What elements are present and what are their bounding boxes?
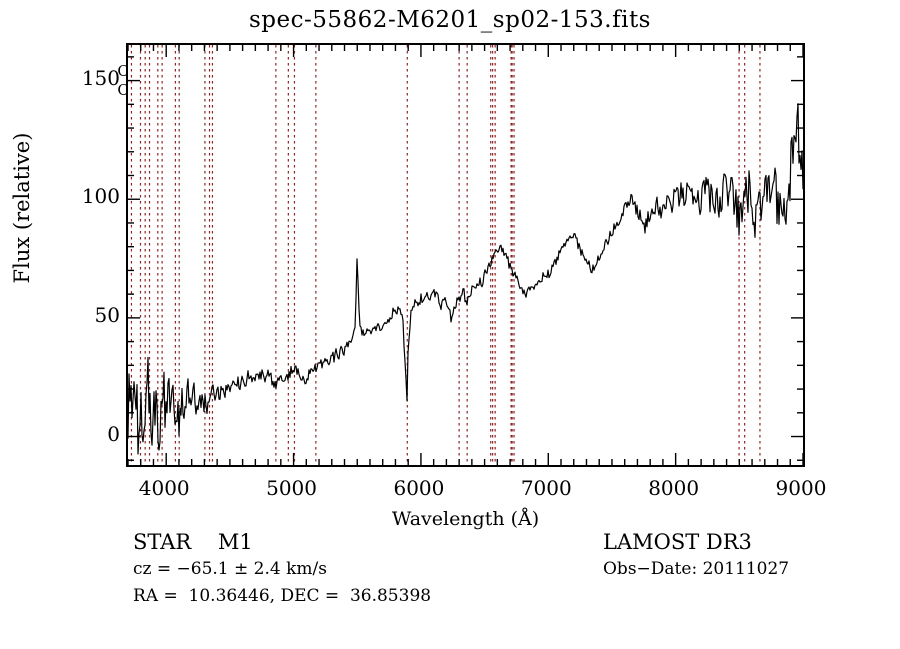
y-tick-labels: 0 50 100 150	[56, 0, 120, 649]
y-tick-label: 0	[107, 421, 120, 446]
footer-left-block: STAR M1 cz = −65.1 ± 2.4 km/s RA = 10.36…	[133, 528, 431, 610]
x-tick-label: 8000	[648, 476, 700, 500]
x-tick-label: 7000	[520, 476, 572, 500]
x-tick-label: 4000	[138, 476, 190, 500]
y-tick-label: 50	[94, 302, 120, 327]
coordinates-text: RA = 10.36446, DEC = 36.85398	[133, 586, 432, 606]
spectrum-trace	[128, 103, 803, 455]
page-title: spec-55862-M6201_sp02-153.fits	[248, 7, 651, 33]
axis-tick-group	[128, 45, 803, 465]
x-tick-label: 5000	[266, 476, 318, 500]
obs-date-text: Obs−Date: 20111027	[603, 559, 790, 579]
object-type-text: STAR M1	[133, 530, 253, 554]
x-axis-label: Wavelength (Å)	[391, 508, 540, 530]
survey-text: LAMOST DR3	[603, 530, 752, 554]
footer-right-block: LAMOST DR3 Obs−Date: 20111027	[603, 528, 789, 583]
y-tick-label: 100	[81, 184, 120, 209]
redshift-text: cz = −65.1 ± 2.4 km/s	[133, 559, 327, 579]
y-axis-label: Flux (relative)	[10, 132, 34, 284]
plot-area	[126, 43, 805, 467]
line-marker-group	[130, 45, 761, 465]
x-tick-label: 9000	[775, 476, 827, 500]
spectrum-canvas	[128, 45, 803, 465]
y-tick-label: 150	[81, 65, 120, 90]
x-tick-label: 6000	[393, 476, 445, 500]
